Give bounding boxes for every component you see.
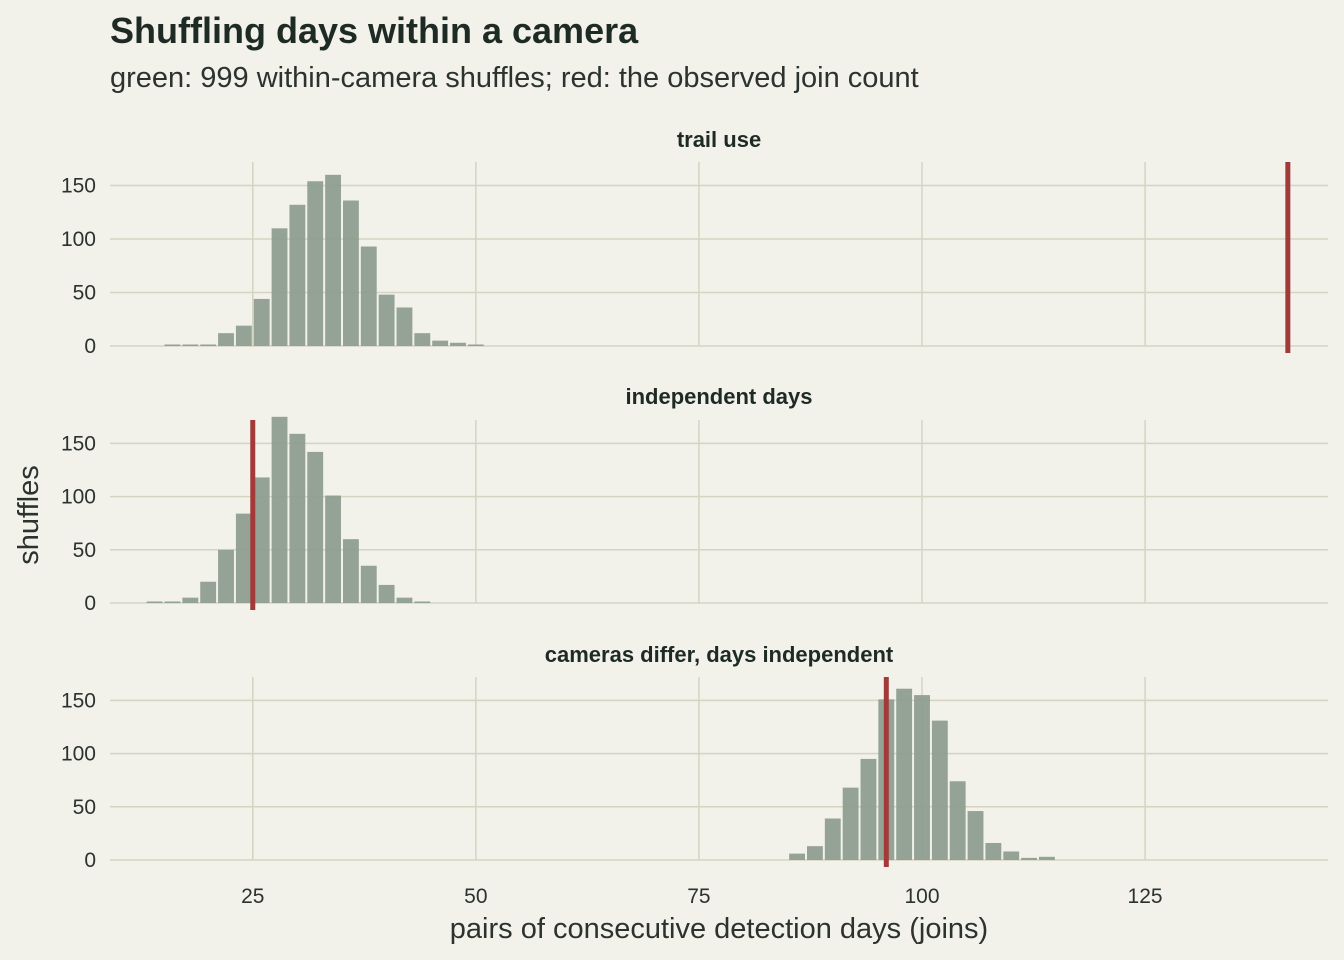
histogram-bar [432,340,449,346]
x-axis-label: pairs of consecutive detection days (joi… [450,913,988,945]
histogram-bar [789,853,805,860]
y-tick-label: 50 [73,282,96,305]
x-tick-label: 125 [1128,885,1163,908]
histogram-bar [325,495,341,603]
histogram-bar [378,294,395,346]
histogram-bar [414,601,431,603]
x-tick-label: 100 [904,885,939,908]
histogram-bar [360,565,377,603]
y-tick-label: 50 [73,539,96,562]
x-tick-label: 50 [464,885,487,908]
histogram-bar [253,477,270,603]
histogram-bar [307,451,324,603]
histogram-bar [218,333,234,346]
histogram-bar [343,539,359,603]
histogram-bar [271,228,288,346]
histogram-bar [896,688,913,860]
y-tick-label: 150 [61,689,96,712]
y-tick-label: 100 [61,486,96,509]
y-tick-label: 150 [61,432,96,455]
histogram-bar [931,720,948,860]
histogram-bar [218,549,234,603]
histogram-bar [985,842,1002,860]
histogram-bar [842,787,859,860]
y-tick-label: 50 [73,796,96,819]
histogram-bar [325,174,341,346]
y-tick-label: 150 [61,175,96,198]
facet-strip-label: cameras differ, days independent [545,642,894,667]
y-tick-label: 100 [61,743,96,766]
histogram-bar [396,307,413,346]
histogram-bar [271,416,288,603]
histogram-bar [378,584,395,603]
y-axis-label: shuffles [13,465,45,564]
histogram-bar [1003,851,1020,860]
histogram-bar [860,758,877,860]
histogram-bar [914,695,930,860]
histogram-bar [200,344,217,346]
facet-strip-label: trail use [677,127,761,152]
y-tick-label: 0 [84,335,96,358]
chart-title: Shuffling days within a camera [110,10,639,51]
histogram-bar [146,601,163,603]
facet-strip-label: independent days [625,384,812,409]
histogram-bar [235,325,252,346]
x-tick-label: 25 [241,885,264,908]
histogram-bar [360,246,377,346]
chart-subtitle: green: 999 within-camera shuffles; red: … [110,62,919,94]
histogram-bar [1021,857,1037,860]
y-tick-label: 0 [84,849,96,872]
histogram-bar [824,818,841,860]
y-tick-label: 0 [84,592,96,615]
histogram-bar [235,513,252,603]
x-tick-label: 75 [687,885,710,908]
histogram-bar [164,601,181,603]
histogram-bar [253,298,270,346]
histogram-bar [307,181,324,346]
histogram-bar [200,581,217,603]
histogram-bar [967,811,984,860]
histogram-bar [289,433,306,603]
histogram-bar [807,846,823,860]
histogram-bar [414,333,431,346]
histogram-bar [1039,856,1055,860]
histogram-bar [164,344,181,346]
histogram-bar [343,200,359,346]
histogram-bar [182,597,199,603]
histogram-bar [450,342,466,346]
histogram-bar [289,204,306,346]
histogram-bar [949,781,966,860]
histogram-bar [467,344,484,346]
histogram-bar [396,597,413,603]
y-tick-label: 100 [61,228,96,251]
histogram-bar [182,344,199,346]
